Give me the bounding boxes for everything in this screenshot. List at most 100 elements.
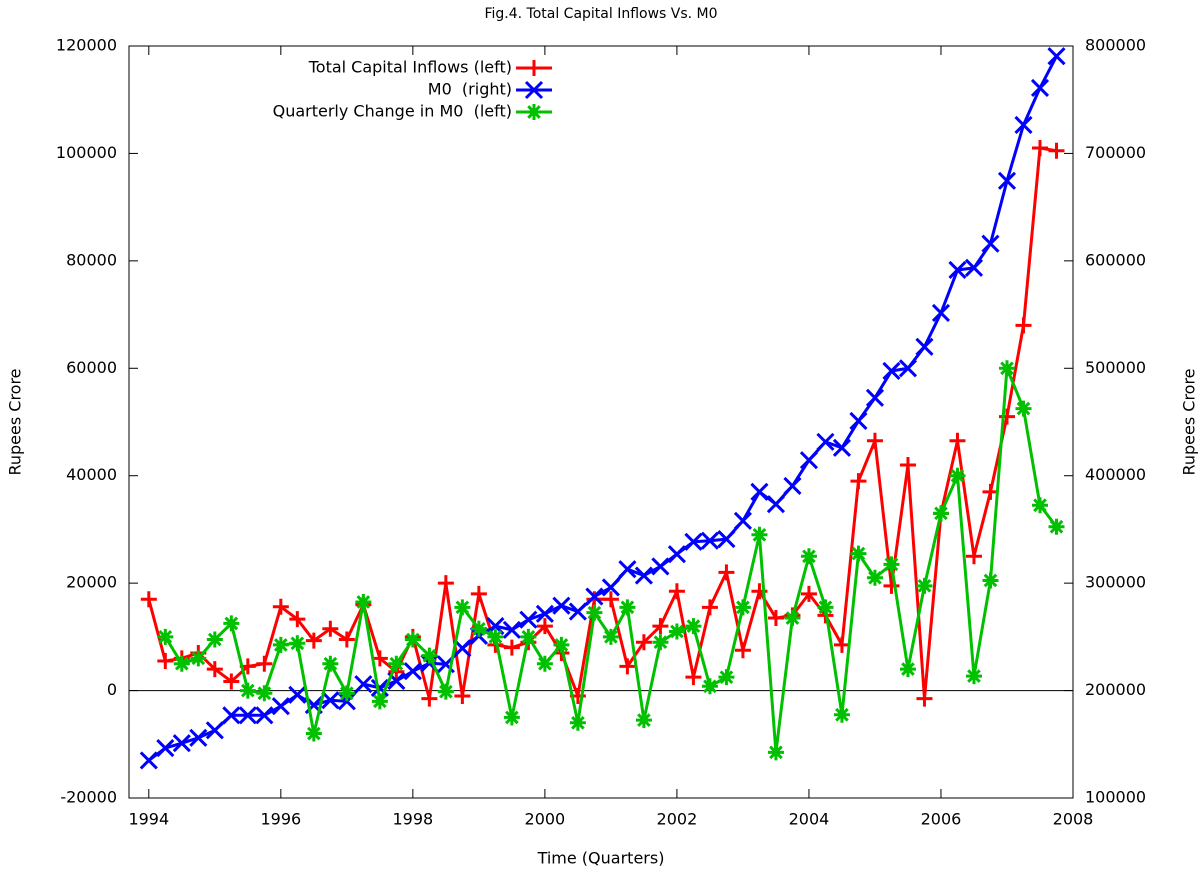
data-point (305, 725, 322, 742)
data-point (700, 531, 719, 550)
data-point (915, 337, 934, 356)
data-point (338, 631, 355, 648)
data-point (684, 532, 703, 551)
data-point (718, 669, 735, 686)
data-point (965, 668, 982, 685)
data-point (817, 599, 834, 616)
data-point (371, 693, 388, 710)
data-point (337, 692, 356, 711)
y2-tick-label: 700000 (1085, 143, 1146, 162)
data-point (403, 662, 422, 681)
y2-tick-label: 500000 (1085, 358, 1146, 377)
data-point (536, 655, 553, 672)
legend-marker (524, 80, 544, 100)
data-point (833, 636, 850, 653)
data-point (949, 432, 966, 449)
data-point (321, 691, 340, 710)
data-point (205, 721, 224, 740)
data-point (1031, 140, 1048, 157)
data-point (718, 564, 735, 581)
chart-title: Fig.4. Total Capital Inflows Vs. M0 (484, 6, 717, 22)
legend-marker (526, 60, 542, 76)
data-point (470, 585, 487, 602)
data-point (156, 738, 175, 758)
data-point (437, 575, 454, 592)
data-point (189, 728, 208, 747)
data-point (585, 587, 604, 606)
data-point (651, 557, 670, 576)
data-point (898, 359, 918, 378)
data-point (453, 639, 472, 658)
data-point (322, 620, 339, 637)
data-point (421, 690, 438, 707)
data-point (535, 604, 554, 623)
data-point (717, 530, 736, 549)
data-point (734, 642, 751, 659)
data-point (289, 611, 306, 628)
data-point (1047, 47, 1066, 66)
data-point (272, 636, 289, 653)
data-point (206, 631, 223, 648)
data-point (652, 634, 669, 651)
data-point (437, 683, 454, 700)
data-point (1015, 400, 1032, 417)
data-point (916, 577, 933, 594)
data-point (701, 599, 718, 616)
data-point (288, 685, 307, 704)
data-point (784, 610, 801, 627)
x-tick-label: 2006 (921, 810, 962, 829)
y2-axis-label: Rupees Crore (1180, 368, 1199, 475)
plot-frame (128, 45, 1074, 799)
data-point (850, 545, 867, 562)
data-point (981, 234, 1000, 253)
data-point (634, 566, 653, 585)
data-point (866, 569, 883, 586)
data-point (668, 583, 685, 600)
data-point (223, 615, 240, 632)
data-point (487, 628, 504, 645)
x-tick-label: 2002 (657, 810, 698, 829)
data-point (701, 678, 718, 695)
data-point (685, 618, 702, 635)
series-line (147, 146, 1057, 701)
data-point (222, 706, 241, 725)
data-point (832, 438, 852, 457)
data-point (916, 690, 933, 707)
data-point (948, 260, 967, 280)
data-point (1015, 317, 1032, 334)
data-point (816, 432, 835, 451)
data-point (519, 610, 538, 629)
data-point (998, 408, 1015, 425)
data-point (866, 432, 883, 449)
data-point (931, 303, 951, 323)
data-point (618, 560, 637, 579)
data-point (965, 548, 982, 565)
data-point (800, 585, 817, 602)
data-point (685, 669, 702, 686)
legend: Total Capital Inflows (left) M0 (right) Qu… (273, 58, 552, 121)
y-tick-label: 40000 (66, 465, 117, 484)
data-point (1014, 115, 1033, 135)
y2-tick-label: 800000 (1085, 36, 1146, 55)
y-axis-label: Rupees Crore (6, 368, 25, 475)
data-point (998, 360, 1015, 377)
data-point (371, 650, 388, 667)
data-point (733, 511, 752, 530)
data-point (982, 483, 999, 500)
data-point (206, 661, 223, 678)
data-point (799, 451, 819, 470)
data-point (139, 751, 158, 770)
x-tick-label: 1994 (128, 810, 169, 829)
y-tick-label: 0 (107, 680, 117, 699)
data-point (932, 505, 949, 522)
data-point (849, 411, 868, 430)
data-point (239, 682, 256, 699)
data-point (1031, 497, 1048, 514)
x-axis-label: Time (Quarters) (537, 849, 665, 868)
y2-tick-label: 400000 (1085, 465, 1146, 484)
data-point (1030, 78, 1050, 97)
data-point (256, 655, 273, 672)
data-point (882, 361, 901, 381)
